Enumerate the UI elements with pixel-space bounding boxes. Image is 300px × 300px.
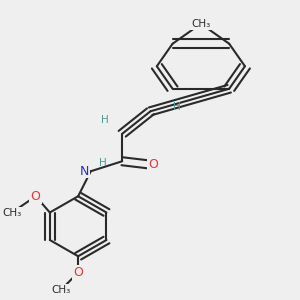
Text: O: O (73, 266, 83, 279)
Text: CH₃: CH₃ (2, 208, 22, 218)
Text: O: O (149, 158, 159, 172)
Text: H: H (173, 103, 181, 112)
Text: CH₃: CH₃ (191, 19, 211, 29)
Text: CH₃: CH₃ (51, 285, 70, 295)
Text: N: N (80, 165, 89, 178)
Text: H: H (101, 115, 109, 125)
Text: H: H (99, 158, 106, 167)
Text: O: O (31, 190, 40, 203)
